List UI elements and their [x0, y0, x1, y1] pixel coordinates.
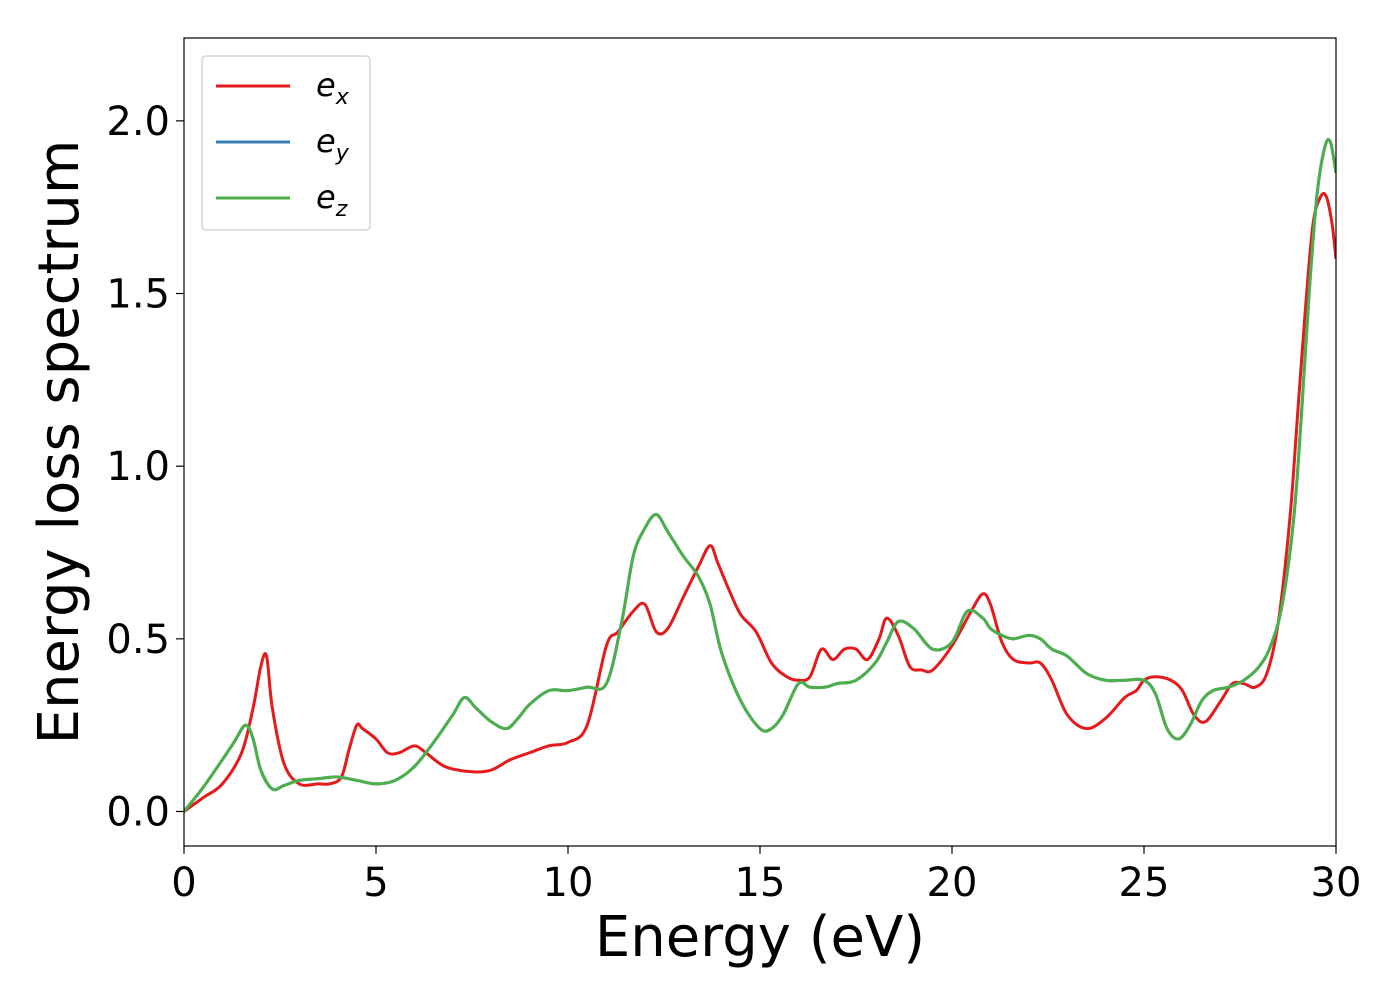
legend-label-z: ez	[316, 178, 348, 222]
y-axis-label: Energy loss spectrum	[27, 140, 92, 745]
series-line-x	[184, 191, 1336, 813]
x-axis-label: Energy (eV)	[595, 905, 925, 970]
y-tick-label: 0.5	[106, 617, 170, 663]
series-line-z	[184, 138, 1336, 813]
x-tick-label: 20	[927, 860, 978, 906]
y-tick-label: 1.5	[106, 272, 170, 318]
x-tick-label: 0	[171, 860, 196, 906]
x-tick-label: 30	[1311, 860, 1362, 906]
x-tick-label: 5	[363, 860, 388, 906]
legend: ex ey ez	[201, 55, 371, 231]
x-tick-label: 15	[735, 860, 786, 906]
plot-lines	[184, 138, 1336, 813]
y-tick-label: 1.0	[106, 444, 170, 490]
y-axis-ticks: 0.0 0.5 1.0 1.5 2.0	[106, 99, 184, 835]
legend-label-y: ey	[316, 122, 350, 166]
y-tick-label: 0.0	[106, 789, 170, 835]
legend-label-x: ex	[316, 66, 350, 110]
series-line-y	[184, 138, 1336, 813]
x-tick-label: 10	[543, 860, 594, 906]
x-axis-ticks: 0 5 10 15 20 25 30	[171, 846, 1361, 906]
x-tick-label: 25	[1119, 860, 1170, 906]
y-tick-label: 2.0	[106, 99, 170, 145]
